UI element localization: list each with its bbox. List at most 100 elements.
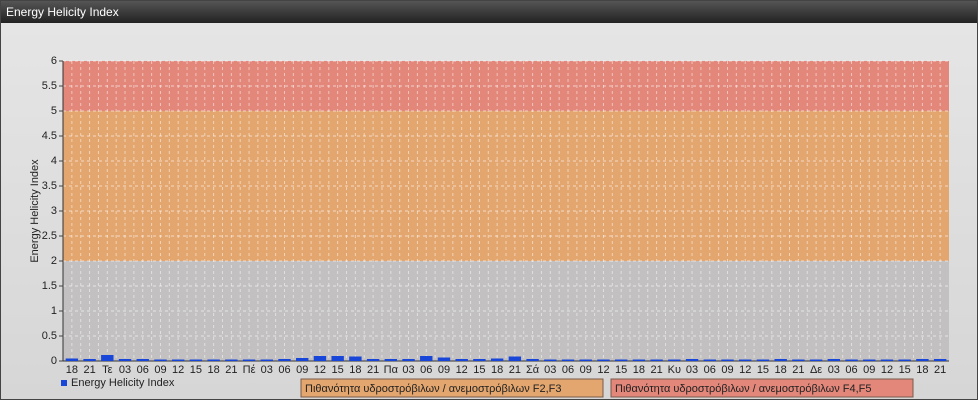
bar	[207, 359, 220, 361]
y-tick-label: 1	[51, 305, 57, 317]
bar	[739, 359, 752, 361]
x-tick-label: 18	[207, 364, 219, 376]
x-tick-label: 09	[438, 364, 450, 376]
bar	[420, 356, 433, 361]
bar	[685, 359, 699, 361]
y-tick-label: 6	[51, 55, 57, 67]
bar	[880, 359, 894, 361]
bar	[473, 359, 486, 361]
bar	[296, 358, 309, 361]
bar	[526, 359, 539, 361]
x-tick-label: 06	[704, 364, 716, 376]
x-tick-label: 06	[845, 364, 857, 376]
x-tick-label: 21	[509, 364, 521, 376]
x-tick-label: Πέ	[243, 364, 256, 376]
bar	[827, 359, 841, 361]
bar	[614, 359, 628, 361]
x-tick-label: Σά	[526, 364, 540, 376]
x-tick-label: 18	[633, 364, 645, 376]
bar	[331, 356, 344, 361]
y-tick-label: 0.5	[42, 330, 57, 342]
x-tick-label: 03	[402, 364, 414, 376]
bar	[774, 359, 787, 361]
bar	[933, 359, 947, 361]
bar	[756, 359, 770, 361]
y-tick-label: 0	[51, 355, 57, 367]
bar	[278, 359, 291, 361]
bar	[260, 359, 273, 361]
x-tick-label: 09	[154, 364, 166, 376]
bar	[508, 356, 522, 361]
x-tick-label: 06	[137, 364, 149, 376]
header-title: Energy Helicity Index	[1, 1, 977, 23]
y-tick-label: 3.5	[42, 180, 57, 192]
bar	[561, 359, 575, 361]
x-tick-label: 18	[916, 364, 928, 376]
bar	[916, 359, 929, 361]
x-tick-label: 18	[775, 364, 787, 376]
bar	[366, 359, 380, 361]
bar	[118, 359, 132, 361]
x-tick-label: 03	[544, 364, 556, 376]
bar	[402, 359, 415, 361]
y-tick-label: 4.5	[42, 130, 57, 142]
bar	[65, 358, 79, 361]
x-tick-label: Δε	[810, 364, 822, 376]
bar	[579, 359, 592, 361]
x-tick-label: 06	[278, 364, 290, 376]
legend-band	[610, 378, 914, 398]
x-tick-label: 15	[190, 364, 202, 376]
y-tick-label: 1.5	[42, 280, 57, 292]
bar	[437, 357, 451, 361]
bar	[171, 359, 185, 361]
x-tick-label: Πα	[384, 364, 399, 376]
bar	[703, 359, 716, 361]
x-tick-label: 06	[420, 364, 432, 376]
x-tick-label: 03	[828, 364, 840, 376]
x-tick-label: 09	[863, 364, 875, 376]
bar	[349, 356, 362, 361]
bar	[845, 359, 858, 361]
y-axis-label: Energy Helicity Index	[29, 159, 41, 263]
x-tick-label: 09	[296, 364, 308, 376]
bar	[154, 359, 167, 361]
x-tick-label: 03	[261, 364, 273, 376]
x-tick-label: 03	[119, 364, 131, 376]
x-tick-label: 15	[473, 364, 485, 376]
x-tick-label: 12	[314, 364, 326, 376]
x-tick-label: 21	[934, 364, 946, 376]
x-tick-label: 21	[367, 364, 379, 376]
bar	[650, 359, 663, 361]
y-tick-label: 2.5	[42, 230, 57, 242]
bar	[898, 359, 911, 361]
x-tick-label: 21	[225, 364, 237, 376]
x-tick-label: 15	[757, 364, 769, 376]
legend-swatch	[61, 380, 67, 386]
x-tick-label: 12	[881, 364, 893, 376]
x-tick-label: 15	[899, 364, 911, 376]
bar	[313, 356, 327, 361]
legend-band	[300, 378, 604, 398]
y-tick-label: 5	[51, 105, 57, 117]
x-tick-label: 18	[491, 364, 503, 376]
bar	[189, 359, 203, 361]
bar	[863, 359, 876, 361]
y-tick-label: 2	[51, 255, 57, 267]
legend-label: Energy Helicity Index	[71, 377, 175, 389]
x-tick-label: 09	[580, 364, 592, 376]
x-tick-label: 18	[349, 364, 361, 376]
bar	[455, 359, 468, 361]
bar	[83, 359, 96, 361]
bar	[721, 359, 734, 361]
bar	[809, 359, 823, 361]
x-tick-label: Τε	[102, 364, 113, 376]
x-tick-label: 12	[456, 364, 468, 376]
x-tick-label: 15	[615, 364, 627, 376]
y-tick-label: 5.5	[42, 80, 57, 92]
x-tick-label: 21	[792, 364, 804, 376]
bar	[136, 359, 149, 361]
bar	[101, 355, 114, 361]
bar	[597, 359, 610, 361]
